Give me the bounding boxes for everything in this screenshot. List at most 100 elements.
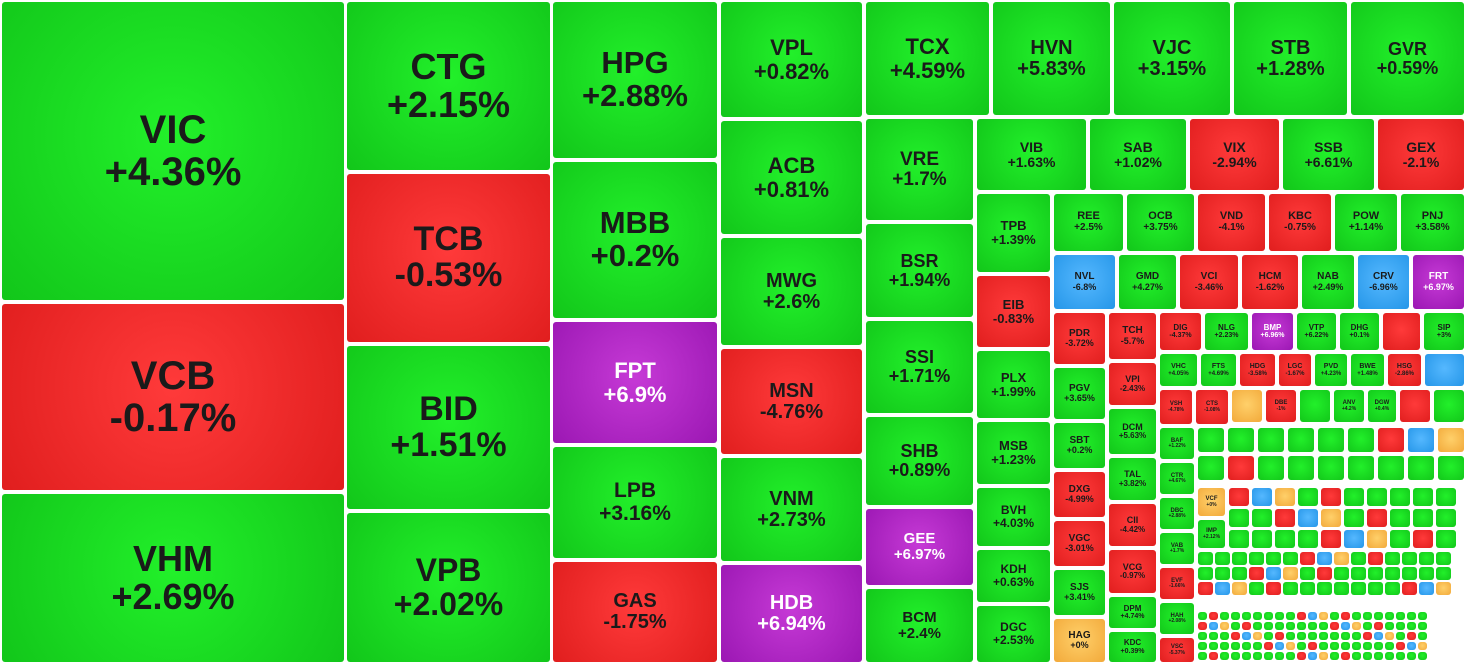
small-tile[interactable] [1418,642,1427,650]
tile-vjc[interactable]: VJC +3.15% [1114,2,1230,115]
small-tile[interactable] [1297,652,1306,660]
small-tile[interactable] [1436,567,1451,580]
tile-kdh[interactable]: KDH +0.63% [977,550,1050,602]
small-tile[interactable] [1319,612,1328,620]
small-tile[interactable] [1264,652,1273,660]
tile-vpi[interactable]: VPI -2.43% [1109,363,1156,405]
tile-ssi[interactable]: SSI +1.71% [866,321,973,413]
small-tile[interactable] [1341,652,1350,660]
small-tile[interactable] [1407,622,1416,630]
small-tile[interactable] [1252,509,1272,527]
tile-msn[interactable]: MSN -4.76% [721,349,862,454]
tile-dpm[interactable]: DPM +4.74% [1109,597,1156,628]
tile-fts[interactable]: FTS +4.69% [1201,354,1236,386]
small-tile[interactable] [1209,612,1218,620]
tile-bmp[interactable]: BMP +6.96% [1252,313,1293,350]
tile-pdr[interactable]: PDR -3.72% [1054,313,1105,364]
tile-vgc[interactable]: VGC -3.01% [1054,521,1105,566]
small-tile[interactable] [1297,632,1306,640]
tile-stb[interactable]: STB +1.28% [1234,2,1347,115]
tile-bvh[interactable]: BVH +4.03% [977,488,1050,546]
tile-kdc[interactable]: KDC +0.39% [1109,632,1156,662]
tile-eib[interactable]: EIB -0.83% [977,276,1050,347]
tile-vtp[interactable]: VTP +6.22% [1297,313,1336,350]
tile-vcf[interactable]: VCF +0% [1198,488,1225,516]
small-tile[interactable] [1308,612,1317,620]
tile-crv[interactable]: CRV -6.96% [1358,255,1409,309]
small-tile[interactable] [1374,612,1383,620]
tile-cts[interactable]: CTS -1.08% [1196,390,1228,424]
small-tile[interactable] [1220,622,1229,630]
tile-pnj[interactable]: PNJ +3.58% [1401,194,1464,251]
small-tile[interactable] [1286,622,1295,630]
small-tile[interactable] [1232,582,1247,595]
small-tile[interactable] [1383,313,1420,350]
small-tile[interactable] [1198,582,1213,595]
tile-hah[interactable]: HAH +2.08% [1160,603,1194,634]
small-tile[interactable] [1436,509,1456,527]
small-tile[interactable] [1220,612,1229,620]
small-tile[interactable] [1319,642,1328,650]
small-tile[interactable] [1319,652,1328,660]
tile-anv[interactable]: ANV +4.2% [1334,390,1364,422]
small-tile[interactable] [1319,632,1328,640]
tile-fpt[interactable]: FPT +6.9% [553,322,717,443]
small-tile[interactable] [1209,642,1218,650]
small-tile[interactable] [1418,652,1427,660]
small-tile[interactable] [1348,428,1374,452]
tile-imp[interactable]: IMP +2.12% [1198,520,1225,548]
tile-ssb[interactable]: SSB +6.61% [1283,119,1374,190]
small-tile[interactable] [1308,622,1317,630]
small-tile[interactable] [1367,509,1387,527]
small-tile[interactable] [1198,428,1224,452]
small-tile[interactable] [1352,612,1361,620]
small-tile[interactable] [1266,552,1281,565]
small-tile[interactable] [1220,642,1229,650]
small-tile[interactable] [1286,652,1295,660]
small-tile[interactable] [1198,612,1207,620]
small-tile[interactable] [1198,632,1207,640]
small-tile[interactable] [1390,509,1410,527]
small-tile[interactable] [1198,552,1213,565]
small-tile[interactable] [1407,612,1416,620]
small-tile[interactable] [1341,612,1350,620]
small-tile[interactable] [1308,652,1317,660]
tile-tal[interactable]: TAL +3.82% [1109,458,1156,500]
tile-vci[interactable]: VCI -3.46% [1180,255,1238,309]
tile-gvr[interactable]: GVR +0.59% [1351,2,1464,115]
tile-pow[interactable]: POW +1.14% [1335,194,1397,251]
tile-ctg[interactable]: CTG +2.15% [347,2,550,170]
small-tile[interactable] [1198,652,1207,660]
small-tile[interactable] [1228,456,1254,480]
tile-lgc[interactable]: LGC -1.67% [1279,354,1311,386]
small-tile[interactable] [1367,530,1387,548]
small-tile[interactable] [1363,612,1372,620]
small-tile[interactable] [1242,632,1251,640]
tile-dbc[interactable]: DBC +2.88% [1160,498,1194,529]
small-tile[interactable] [1317,582,1332,595]
small-tile[interactable] [1231,622,1240,630]
small-tile[interactable] [1419,582,1434,595]
small-tile[interactable] [1266,582,1281,595]
small-tile[interactable] [1275,642,1284,650]
small-tile[interactable] [1220,652,1229,660]
tile-nvl[interactable]: NVL -6.8% [1054,255,1115,309]
tile-hcm[interactable]: HCM -1.62% [1242,255,1298,309]
small-tile[interactable] [1363,622,1372,630]
small-tile[interactable] [1351,552,1366,565]
small-tile[interactable] [1374,652,1383,660]
small-tile[interactable] [1228,428,1254,452]
small-tile[interactable] [1408,456,1434,480]
tile-vib[interactable]: VIB +1.63% [977,119,1086,190]
small-tile[interactable] [1308,632,1317,640]
small-tile[interactable] [1418,612,1427,620]
tile-gmd[interactable]: GMD +4.27% [1119,255,1176,309]
tile-sab[interactable]: SAB +1.02% [1090,119,1186,190]
small-tile[interactable] [1283,552,1298,565]
small-tile[interactable] [1330,652,1339,660]
tile-hdg[interactable]: HDG -3.58% [1240,354,1275,386]
small-tile[interactable] [1378,456,1404,480]
small-tile[interactable] [1385,582,1400,595]
tile-tpb[interactable]: TPB +1.39% [977,194,1050,272]
small-tile[interactable] [1341,632,1350,640]
